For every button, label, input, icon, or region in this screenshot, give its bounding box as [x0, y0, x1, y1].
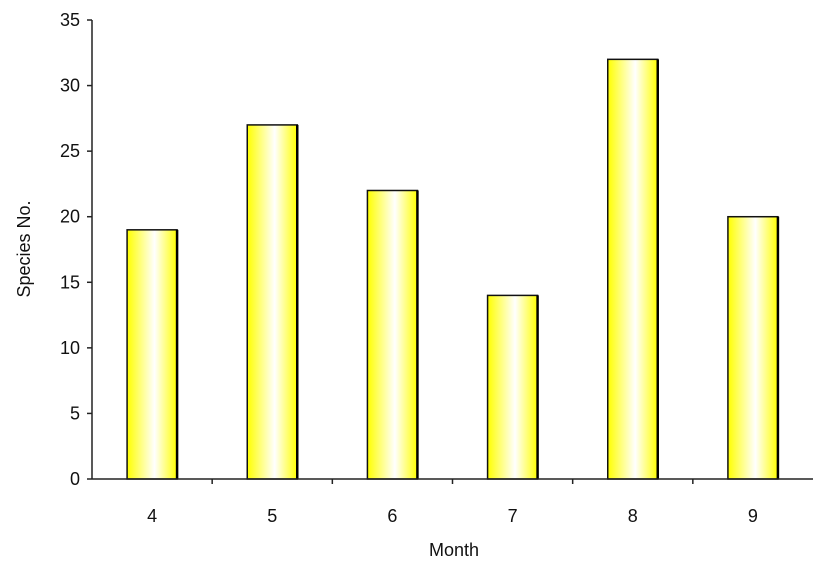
y-tick-label-5: 5	[70, 403, 80, 423]
bars-layer	[126, 58, 780, 480]
bar-5	[246, 124, 298, 480]
y-tick-label-15: 15	[60, 272, 80, 292]
y-tick-label-30: 30	[60, 76, 80, 96]
y-tick-label-35: 35	[60, 10, 80, 30]
y-tick-label-10: 10	[60, 338, 80, 358]
bar-6	[366, 189, 419, 480]
bar-8	[607, 58, 659, 480]
labels-layer: 0 5 10 15 20 25 30 35 4 5 6 7 8 9	[60, 10, 758, 526]
x-tick-label-8: 8	[628, 506, 638, 526]
y-axis-title: Species No.	[14, 200, 34, 297]
bar-4	[126, 229, 178, 480]
axes-layer	[87, 19, 813, 484]
x-tick-label-7: 7	[508, 506, 518, 526]
bar-7	[486, 294, 539, 480]
x-tick-label-5: 5	[267, 506, 277, 526]
x-tick-label-9: 9	[748, 506, 758, 526]
y-tick-label-0: 0	[70, 469, 80, 489]
x-axis-title: Month	[429, 540, 479, 560]
x-tick-label-4: 4	[147, 506, 157, 526]
y-tick-label-25: 25	[60, 141, 80, 161]
bar-9	[727, 215, 779, 480]
x-tick-label-6: 6	[387, 506, 397, 526]
y-tick-label-20: 20	[60, 207, 80, 227]
